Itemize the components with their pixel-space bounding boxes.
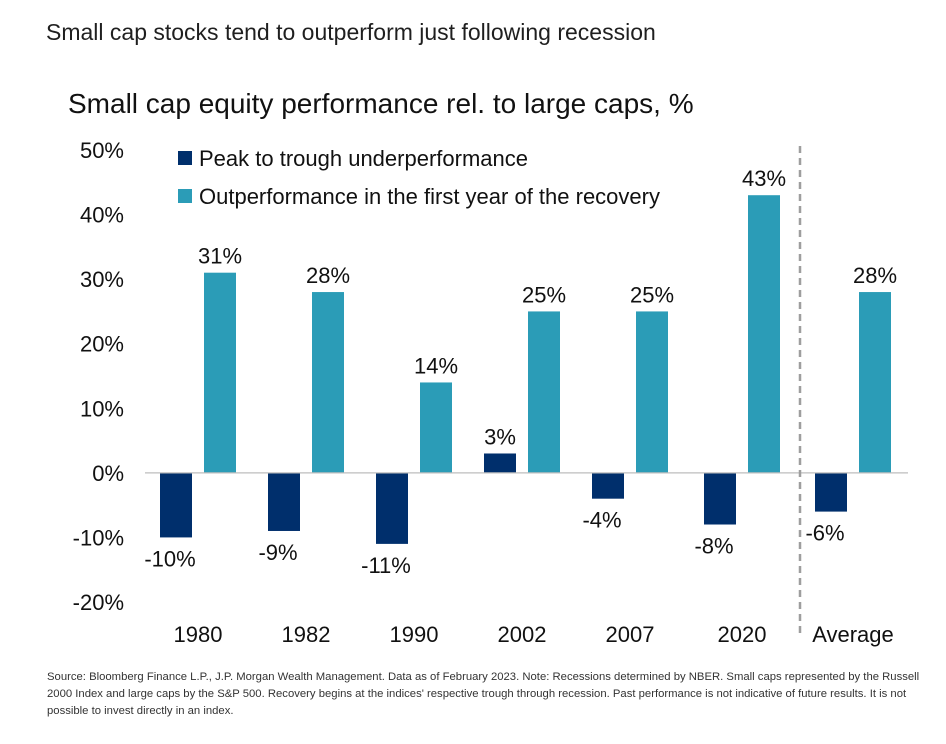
data-label: -6% bbox=[805, 521, 844, 546]
legend-label: Outperformance in the first year of the … bbox=[199, 184, 660, 209]
data-label: -4% bbox=[582, 508, 621, 533]
bar-recovery-1982 bbox=[312, 292, 344, 473]
data-label: 25% bbox=[522, 282, 566, 307]
bar-peak-to-trough-1982 bbox=[268, 472, 300, 531]
bars: -10% -9% -11% 3% -4% -8% -6% 31% 28% 14% 25% 25% 43%… bbox=[144, 166, 897, 578]
legend-label: Peak to trough underperformance bbox=[199, 146, 528, 171]
bar-recovery-2020 bbox=[748, 195, 780, 473]
headline: Small cap stocks tend to outperform just… bbox=[46, 19, 656, 45]
y-tick-label: 30% bbox=[80, 267, 124, 292]
x-tick-label: 2020 bbox=[718, 622, 767, 647]
y-tick-label: -20% bbox=[73, 590, 124, 615]
x-tick-label: 2007 bbox=[606, 622, 655, 647]
bar-recovery-1990 bbox=[420, 382, 452, 473]
data-label: 14% bbox=[414, 353, 458, 378]
data-label: 28% bbox=[853, 263, 897, 288]
legend-swatch bbox=[178, 151, 192, 165]
x-tick-label: 1990 bbox=[390, 622, 439, 647]
bar-peak-to-trough-2002 bbox=[484, 453, 516, 473]
legend: Peak to trough underperformance Outperfor… bbox=[178, 146, 660, 209]
x-axis: 1980 1982 1990 2002 2007 2020 Average bbox=[145, 146, 908, 647]
y-tick-label: 20% bbox=[80, 332, 124, 357]
x-tick-label: 1980 bbox=[174, 622, 223, 647]
y-tick-label: 40% bbox=[80, 203, 124, 228]
data-label: -8% bbox=[694, 534, 733, 559]
y-tick-label: 0% bbox=[92, 461, 124, 486]
data-label: -9% bbox=[258, 540, 297, 565]
data-label: 43% bbox=[742, 166, 786, 191]
x-tick-label: 1982 bbox=[282, 622, 331, 647]
data-label: 28% bbox=[306, 263, 350, 288]
bar-peak-to-trough-1980 bbox=[160, 472, 192, 538]
legend-swatch bbox=[178, 189, 192, 203]
data-label: 31% bbox=[198, 244, 242, 269]
bar-peak-to-trough-2007 bbox=[592, 472, 624, 499]
data-label: -11% bbox=[361, 553, 411, 578]
data-label: 25% bbox=[630, 282, 674, 307]
y-tick-label: 50% bbox=[80, 138, 124, 163]
x-tick-label: Average bbox=[812, 622, 894, 647]
bar-recovery-1980 bbox=[204, 272, 236, 473]
bar-recovery-2007 bbox=[636, 311, 668, 473]
x-tick-label: 2002 bbox=[498, 622, 547, 647]
y-tick-label: -10% bbox=[73, 525, 124, 550]
bar-chart: -20%-10%0%10%20%30%40%50% -10% -9%-11%3%-… bbox=[73, 138, 908, 647]
bar-recovery-2002 bbox=[528, 311, 560, 473]
data-label: -10% bbox=[144, 546, 195, 571]
data-label: 3% bbox=[484, 424, 516, 449]
chart-title: Small cap equity performance rel. to lar… bbox=[68, 88, 694, 119]
bar-peak-to-trough-average bbox=[815, 472, 847, 512]
y-axis: -20% -10% 0% 10% 20% 30% 40% 50% bbox=[73, 138, 124, 615]
bar-recovery-average bbox=[859, 292, 891, 473]
y-tick-label: 10% bbox=[80, 396, 124, 421]
footnote: Source: Bloomberg Finance L.P., J.P. Mor… bbox=[47, 671, 920, 717]
bar-peak-to-trough-1990 bbox=[376, 472, 408, 544]
bar-peak-to-trough-2020 bbox=[704, 472, 736, 525]
